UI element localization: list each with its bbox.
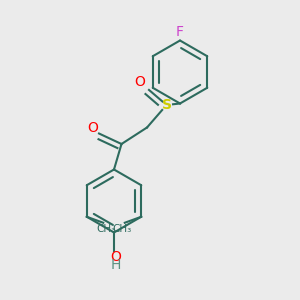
Text: O: O [110,250,121,264]
Text: CH₃: CH₃ [96,224,115,234]
Text: F: F [176,25,184,38]
Text: O: O [134,75,145,89]
Text: O: O [88,121,98,135]
Text: S: S [161,98,172,112]
Text: CH₃: CH₃ [113,224,132,234]
Text: H: H [110,258,121,272]
